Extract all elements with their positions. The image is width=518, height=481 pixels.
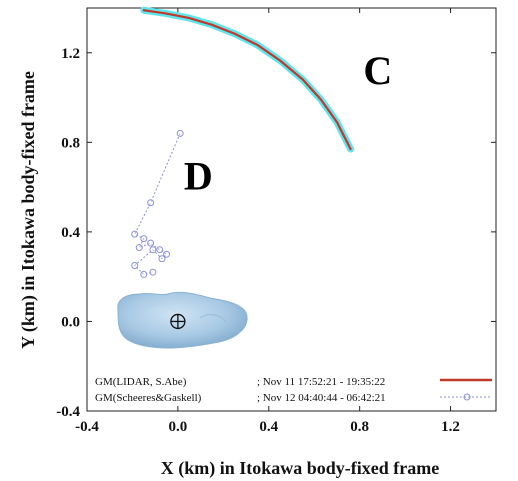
series-lidar-halo	[140, 6, 355, 153]
y-tick-label: -0.4	[56, 404, 80, 420]
series-lidar	[142, 9, 352, 151]
sg-point	[158, 255, 166, 263]
lidar-line	[142, 9, 352, 151]
legend-time-sg: ; Nov 12 04:40:44 - 06:42:21	[257, 392, 386, 404]
y-axis-label: Y (km) in Itokawa body-fixed frame	[18, 71, 39, 349]
sg-line	[133, 133, 181, 275]
itokawa-asteroid	[117, 291, 248, 349]
asteroid-shape	[117, 291, 248, 349]
sg-point	[140, 270, 148, 278]
x-tick-label: 0.8	[350, 419, 369, 435]
series-scheeres-gaskell	[131, 129, 184, 278]
x-tick-label: 1.2	[441, 419, 460, 435]
x-tick-label: 0.4	[259, 419, 278, 435]
sg-point	[135, 244, 143, 252]
sg-point	[131, 230, 139, 238]
sg-point	[147, 239, 155, 247]
legend: GM(LIDAR, S.Abe) ; Nov 11 17:52:21 - 19:…	[95, 376, 492, 404]
sg-point	[163, 250, 171, 258]
plot-frame	[86, 7, 497, 412]
y-tick-label: 1.2	[61, 46, 80, 62]
legend-label-sg: GM(Scheeres&Gaskell)	[95, 392, 202, 404]
y-tick-label: 0.4	[61, 225, 80, 241]
sg-point	[156, 246, 164, 254]
x-tick-label: -0.4	[75, 419, 99, 435]
annotation-d: D	[184, 153, 213, 198]
x-axis-label: X (km) in Itokawa body-fixed frame	[161, 458, 440, 479]
sg-point	[140, 235, 148, 243]
sg-point	[131, 261, 139, 269]
annotation-c: C	[363, 48, 392, 93]
legend-time-lidar: ; Nov 11 17:52:21 - 19:35:22	[257, 376, 385, 388]
sg-point	[149, 268, 157, 276]
legend-label-lidar: GM(LIDAR, S.Abe)	[95, 376, 187, 388]
lidar-halo-line	[140, 6, 355, 153]
sg-point	[149, 246, 157, 254]
y-tick-label: 0.0	[61, 314, 80, 330]
legend-marker-sg	[463, 393, 471, 401]
sg-point	[147, 199, 155, 207]
body-center-marker	[170, 313, 186, 330]
x-tick-label: 0.0	[169, 419, 188, 435]
sg-point	[176, 129, 184, 137]
y-tick-label: 0.8	[61, 135, 80, 151]
